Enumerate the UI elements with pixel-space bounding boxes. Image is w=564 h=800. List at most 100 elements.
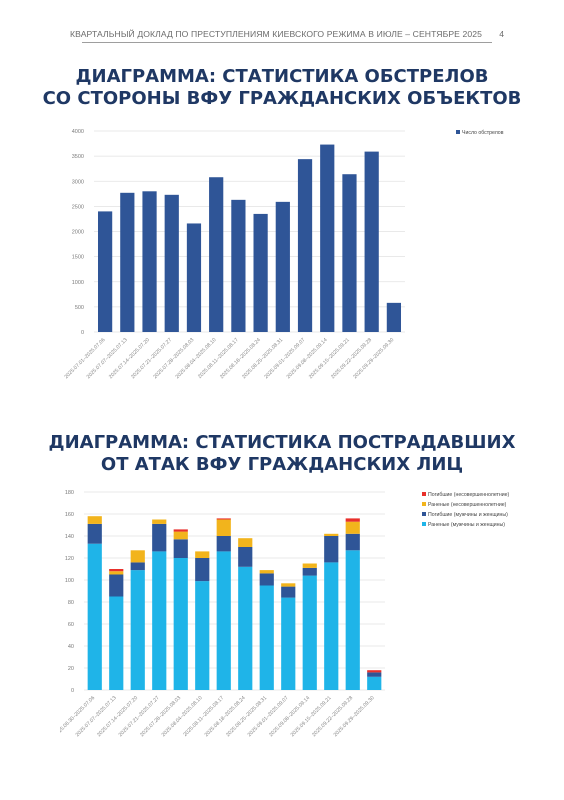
x-tick-label: 2025.07.28–2025.08.03 — [152, 337, 195, 380]
y-tick-label: 160 — [65, 512, 74, 518]
legend-label: Погибшие (несовершеннолетние) — [428, 492, 510, 498]
bar-segment — [195, 581, 210, 690]
bar-segment — [109, 571, 124, 575]
bar-segment — [152, 551, 167, 690]
legend-swatch — [456, 130, 460, 134]
x-tick-label: 2025.09.01–2025.09.07 — [247, 695, 290, 738]
bar-segment — [173, 539, 188, 558]
bar-segment — [324, 536, 339, 563]
bar-segment — [367, 670, 382, 673]
bar-segment — [195, 551, 210, 558]
bar-segment — [195, 558, 210, 582]
bar-segment — [97, 211, 113, 332]
x-tick-label: 2025.09.15–2025.09.21 — [290, 695, 333, 738]
bar-segment — [259, 570, 274, 574]
x-tick-label: 2025.07.14–2025.07.20 — [108, 337, 151, 380]
bar-segment — [281, 586, 296, 598]
bar-segment — [275, 201, 290, 332]
legend-label: Раненые (мужчины и женщины) — [428, 522, 505, 528]
x-tick-label: 2025.09.29–2025.09.30 — [333, 695, 376, 738]
x-tick-label: 2025.09.01–2025.09.07 — [263, 337, 306, 380]
bar-segment — [342, 174, 357, 332]
bar-segment — [302, 575, 317, 690]
bar-segment — [281, 583, 296, 587]
page-header: КВАРТАЛЬНЫЙ ДОКЛАД ПО ПРЕСТУПЛЕНИЯМ КИЕВ… — [0, 0, 564, 44]
bar-segment — [173, 529, 188, 532]
bar-segment — [367, 676, 382, 690]
y-tick-label: 1500 — [72, 255, 84, 261]
bar-segment — [173, 558, 188, 690]
x-tick-label: 2025.08.25–2025.08.31 — [241, 337, 284, 380]
bar-segment — [186, 223, 202, 332]
bar-segment — [109, 596, 124, 690]
x-tick-label: 2025.08.11–2025.08.17 — [182, 695, 225, 738]
bar-segment — [216, 551, 231, 690]
chart2-title: ДИАГРАММА: СТАТИСТИКА ПОСТРАДАВШИХ ОТ АТ… — [0, 432, 564, 476]
x-tick-label: 2025.08.04–2025.08.10 — [161, 695, 204, 738]
x-tick-label: 2025.07.21–2025.07.27 — [130, 337, 173, 380]
chart2-title-line2: ОТ АТАК ВФУ ГРАЖДАНСКИХ ЛИЦ — [100, 454, 464, 475]
bar-segment — [297, 159, 313, 332]
legend-swatch — [422, 512, 426, 516]
bar-segment — [302, 563, 317, 568]
chart1-title-line1: ДИАГРАММА: СТАТИСТИКА ОБСТРЕЛОВ — [75, 66, 489, 87]
y-tick-label: 180 — [65, 490, 74, 496]
bar-segment — [386, 302, 402, 332]
bar-segment — [173, 531, 188, 540]
legend-label: Погибшие (мужчины и женщины) — [428, 512, 508, 518]
casualties-stacked-bar-chart: 0204060801001201401601802025.06.30–2025.… — [60, 490, 510, 738]
x-tick-label: 2025.09.15–2025.09.21 — [308, 337, 351, 380]
chart1-title-line2: СО СТОРОНЫ ВФУ ГРАЖДАНСКИХ ОБЪЕКТОВ — [42, 88, 522, 109]
bar-segment — [364, 151, 379, 332]
bar-segment — [130, 562, 145, 571]
legend-swatch — [422, 502, 426, 506]
bar-segment — [87, 523, 102, 544]
y-tick-label: 1000 — [72, 280, 84, 286]
bar-segment — [345, 518, 360, 522]
bar-segment — [164, 194, 179, 332]
x-tick-label: 2025.07.21–2025.07.27 — [118, 695, 161, 738]
x-tick-label: 2025.09.08–2025.09.14 — [268, 695, 311, 738]
y-tick-label: 140 — [65, 534, 74, 540]
y-tick-label: 2000 — [72, 230, 84, 236]
bar-segment — [120, 192, 135, 332]
bar-segment — [320, 144, 335, 332]
bar-segment — [302, 567, 317, 576]
x-tick-label: 2025.08.25–2025.08.31 — [225, 695, 268, 738]
x-tick-label: 2025.09.22–2025.09.28 — [330, 337, 373, 380]
legend-label: Раненые (несовершеннолетние) — [428, 502, 507, 508]
bar-segment — [87, 516, 102, 524]
bar-segment — [238, 566, 253, 690]
legend-swatch — [422, 522, 426, 526]
y-tick-label: 0 — [81, 330, 84, 336]
page-number: 4 — [499, 29, 504, 39]
chart2-title-line1: ДИАГРАММА: СТАТИСТИКА ПОСТРАДАВШИХ — [48, 432, 516, 453]
bar-segment — [152, 523, 167, 552]
y-tick-label: 120 — [65, 556, 74, 562]
legend-swatch — [422, 492, 426, 496]
x-tick-label: 2025.07.07–2025.07.13 — [86, 337, 129, 380]
y-tick-label: 0 — [71, 688, 74, 694]
x-tick-label: 2025.09.08–2025.09.14 — [286, 337, 329, 380]
x-tick-label: 2025.08.04–2025.08.10 — [175, 337, 218, 380]
bar-segment — [367, 672, 382, 677]
bar-segment — [152, 519, 167, 524]
bar-segment — [345, 550, 360, 690]
x-tick-label: 2025.07.28–2025.08.03 — [139, 695, 182, 738]
bar-segment — [238, 538, 253, 547]
bar-segment — [259, 585, 274, 690]
x-tick-label: 2025.07.01–2025.07.06 — [64, 337, 107, 380]
bar-segment — [209, 177, 224, 332]
y-tick-label: 20 — [68, 666, 74, 672]
bar-segment — [281, 597, 296, 690]
x-tick-label: 2025.08.11–2025.08.17 — [197, 337, 240, 380]
bar-segment — [142, 191, 157, 332]
bar-segment — [345, 533, 360, 551]
x-tick-label: 2025.07.14–2025.07.20 — [96, 695, 139, 738]
x-tick-label: 2025.08.18–2025.08.24 — [219, 337, 262, 380]
y-tick-label: 40 — [68, 644, 74, 650]
bar-segment — [216, 536, 231, 552]
bar-segment — [216, 518, 231, 520]
bar-segment — [238, 547, 253, 567]
bar-segment — [345, 521, 360, 534]
